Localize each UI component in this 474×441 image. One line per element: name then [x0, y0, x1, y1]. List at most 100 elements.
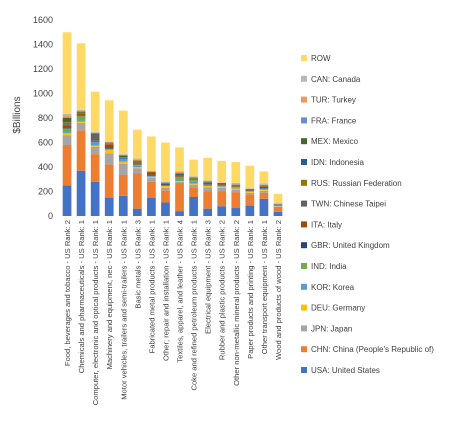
bar-segment: [231, 187, 241, 189]
y-tick-label: 1000: [33, 89, 53, 99]
bar-segment: [217, 182, 227, 184]
bar-segment: [231, 189, 241, 193]
bar-segment: [175, 180, 184, 182]
bar-segment: [90, 91, 100, 133]
y-axis-label: $Billions: [12, 96, 23, 133]
bar-segment: [189, 197, 198, 216]
bar-segment: [132, 163, 142, 165]
y-tick-label: 200: [38, 187, 53, 197]
bar-segment: [147, 174, 156, 176]
bar-segment: [175, 181, 184, 183]
x-axis-labels: Food, beverages and tobacco - US Rank: 2…: [63, 220, 283, 405]
bar-segment: [161, 142, 170, 182]
bar-segment: [104, 149, 114, 154]
legend-swatch: [301, 96, 307, 103]
bar-segment: [175, 176, 184, 181]
bar-segment: [189, 176, 198, 178]
bar-segment: [259, 188, 269, 190]
bar-segment: [203, 182, 213, 185]
bar-segment: [76, 113, 86, 115]
bar-segment: [203, 180, 213, 182]
bar-segment: [231, 184, 241, 185]
y-tick-label: 1200: [33, 64, 53, 74]
x-category-label: Motor vehicles, trailers and semi-traile…: [119, 220, 128, 400]
bar-segment: [203, 184, 213, 185]
bar-segment: [231, 185, 241, 187]
legend-swatch: [301, 263, 307, 269]
bar-segment: [217, 183, 227, 185]
legend-swatch: [301, 200, 307, 207]
x-category-label: Other; repair and installation - US Rank…: [161, 220, 170, 361]
bar-segment: [132, 162, 142, 164]
bar-segment: [76, 112, 86, 114]
legend-label: CHN: China (People's Republic of): [311, 345, 434, 354]
legend-label: IND: India: [311, 262, 347, 271]
bar-segment: [118, 158, 128, 162]
bar-segment: [245, 188, 255, 190]
bar-segment: [62, 121, 72, 123]
bar-segment: [132, 167, 142, 169]
bar-segment: [62, 135, 72, 145]
bar-segment: [104, 144, 114, 149]
bar-segment: [76, 43, 86, 111]
bar-segment: [90, 141, 100, 142]
bar-segment: [104, 197, 114, 217]
bar-segment: [245, 189, 255, 190]
bar-segment: [217, 206, 227, 216]
bar-segment: [161, 182, 170, 184]
bar-segment: [175, 174, 184, 176]
bar-segment: [62, 32, 72, 114]
x-category-label: Machinery and equipment, nec - US Rank: …: [105, 220, 114, 369]
bar-segment: [175, 182, 184, 212]
y-tick-label: 400: [38, 162, 53, 172]
bar-segment: [203, 187, 213, 192]
bar-segment: [175, 173, 184, 174]
bar-segment: [161, 187, 170, 191]
bar-segment: [203, 181, 213, 182]
bar-segment: [147, 172, 156, 175]
bar-segment: [62, 117, 72, 118]
legend-label: DEU: Germany: [311, 304, 365, 313]
legend-label: ITA: Italy: [311, 220, 342, 229]
legend-swatch: [301, 138, 307, 145]
bar-segment: [175, 181, 184, 182]
bar-segment: [245, 192, 255, 195]
bar-segment: [161, 185, 170, 188]
bar-segment: [104, 100, 114, 142]
bar-segment: [175, 147, 184, 172]
legend-label: MEX: Mexico: [311, 137, 359, 146]
bar-segment: [189, 187, 198, 198]
legend-swatch: [301, 304, 307, 311]
bar-segment: [104, 148, 114, 150]
bar-segment: [259, 198, 269, 216]
bar-segment: [175, 171, 184, 174]
bar-segment: [245, 190, 255, 192]
x-category-label: Fabricated metal products - US Rank: 1: [147, 220, 156, 353]
bar-segment: [189, 177, 198, 179]
legend-swatch: [301, 159, 307, 165]
bar-segment: [118, 195, 128, 216]
bar-segment: [147, 176, 156, 179]
x-category-label: Wood and products of wood - US Rank: 2: [274, 220, 283, 360]
bar-segment: [203, 191, 213, 209]
bar-segment: [245, 191, 255, 193]
bar-segment: [147, 175, 156, 177]
y-tick-label: 800: [38, 113, 53, 123]
legend-swatch: [301, 221, 307, 228]
legend-label: ROW: [311, 54, 331, 63]
x-category-label: Basic metals - US Rank: 3: [133, 220, 142, 309]
legend-label: FRA: France: [311, 116, 357, 125]
bar-segment: [245, 165, 255, 189]
bar-segment: [259, 184, 269, 186]
legend-swatch: [301, 179, 307, 186]
bar-segment: [118, 154, 128, 156]
legend-label: TUR: Turkey: [311, 96, 356, 105]
bar-segment: [118, 157, 128, 158]
x-category-label: Paper products and printing - US Rank: 1: [246, 220, 255, 359]
bar-segment: [161, 181, 170, 183]
legend-label: TWN: Chinese Taipei: [311, 200, 386, 209]
x-category-label: Computer, electronic and optical product…: [91, 220, 100, 405]
bar-segment: [62, 115, 72, 118]
bar-segment: [76, 130, 86, 171]
